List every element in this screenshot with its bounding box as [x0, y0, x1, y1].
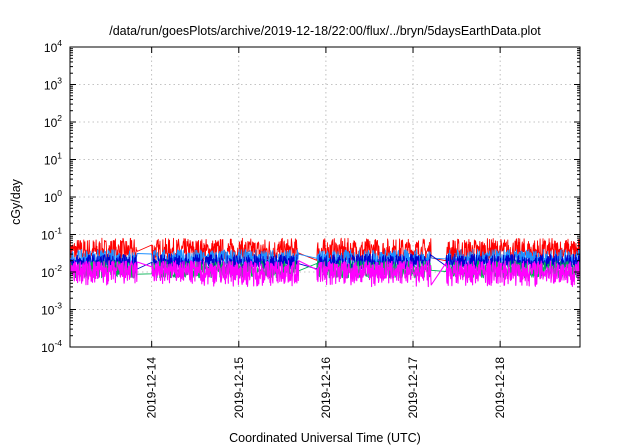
- axis-ticks: 10-4 10-3 10-2 10-1 100 101 102 103 104 2019-12-1…: [41, 38, 580, 418]
- x-tick-label: 2019-12-15: [232, 357, 246, 419]
- y-tick-label: 100: [44, 188, 62, 205]
- y-tick-label: 103: [44, 76, 62, 93]
- series-line-5: [69, 260, 581, 288]
- x-tick-label: 2019-12-17: [406, 357, 420, 419]
- y-tick-label: 101: [44, 151, 62, 168]
- y-tick-label: 10-1: [41, 226, 62, 243]
- x-axis-label: Coordinated Universal Time (UTC): [229, 431, 421, 445]
- y-axis-label: cGy/day: [9, 178, 23, 225]
- y-tick-label: 10-4: [41, 338, 62, 355]
- x-tick-label: 2019-12-16: [319, 357, 333, 419]
- grid-lines: [70, 47, 580, 347]
- y-tick-label: 10-3: [41, 301, 62, 318]
- chart-title: /data/run/goesPlots/archive/2019-12-18/2…: [109, 24, 541, 38]
- y-tick-label: 10-2: [41, 263, 62, 280]
- x-tick-label: 2019-12-18: [493, 357, 507, 419]
- x-tick-label: 2019-12-14: [145, 357, 159, 419]
- data-series: [69, 237, 581, 288]
- y-tick-label: 104: [44, 38, 62, 55]
- y-tick-label: 102: [44, 113, 62, 130]
